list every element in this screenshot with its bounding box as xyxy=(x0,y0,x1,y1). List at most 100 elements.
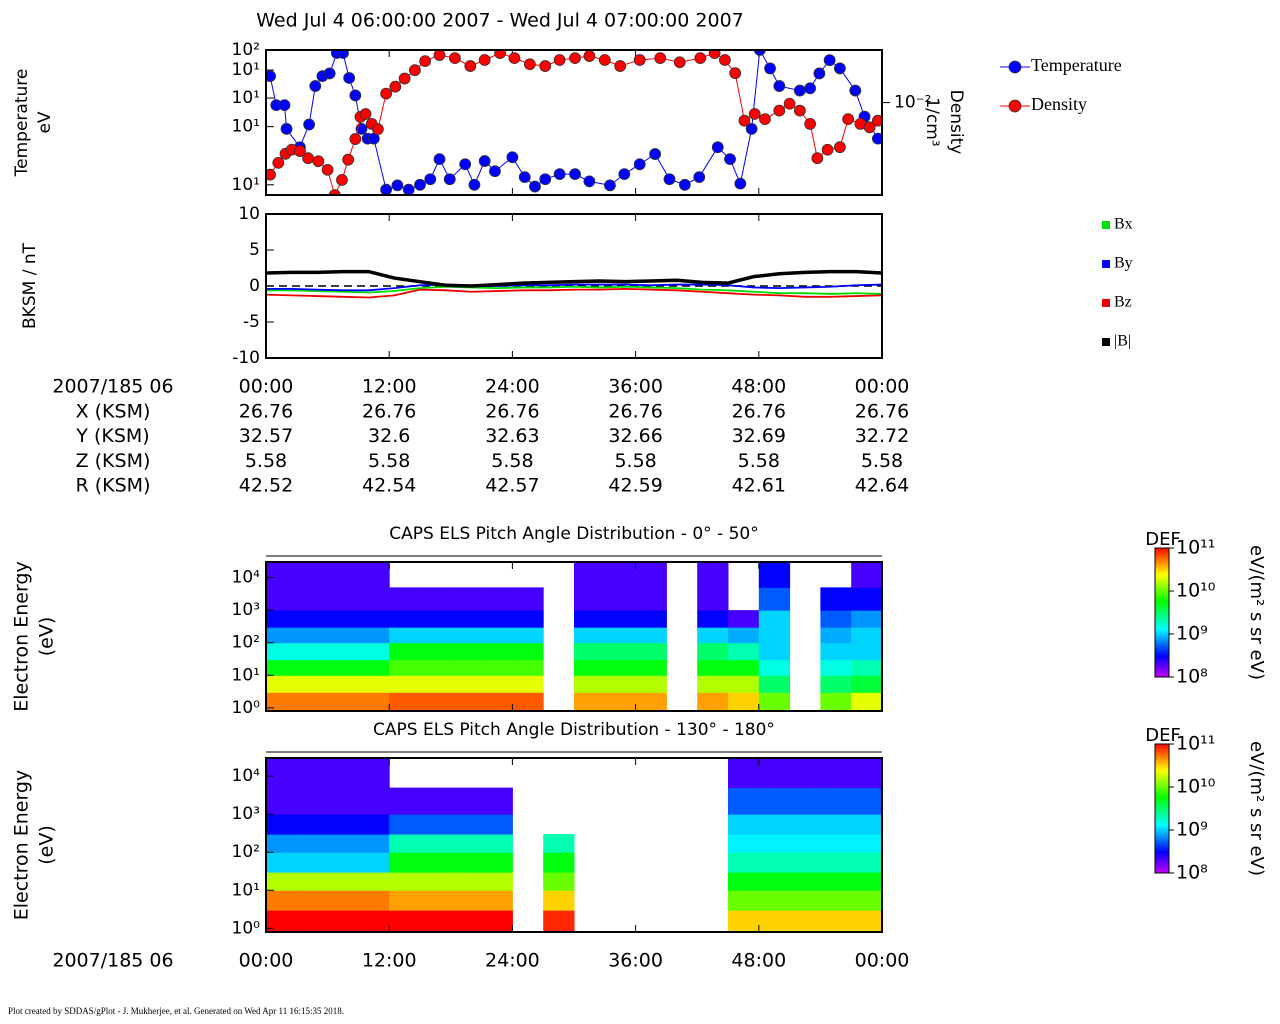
heat-cell xyxy=(728,852,760,873)
heat-cell xyxy=(358,692,390,712)
colorbar-step xyxy=(1155,821,1169,825)
colorbar-step xyxy=(1155,646,1169,650)
heat-cell xyxy=(420,587,452,611)
heat-cell xyxy=(481,852,513,873)
heat-cell xyxy=(358,872,390,891)
colorbar-step xyxy=(1155,862,1169,865)
data-point xyxy=(724,153,736,166)
y-tick-label: 10¹ xyxy=(232,60,260,80)
heat-cell xyxy=(851,587,883,611)
heat-cell xyxy=(450,787,483,815)
data-point xyxy=(266,168,277,181)
heat-cell xyxy=(481,910,513,933)
heat-cell xyxy=(420,852,452,873)
heat-cell xyxy=(543,872,575,891)
heat-cell xyxy=(358,627,390,644)
axis-label: 1/cm³ xyxy=(922,97,942,146)
heat-cell xyxy=(758,834,791,853)
data-point xyxy=(312,155,325,168)
heat-cell xyxy=(450,872,483,891)
y-tick-label: -10 xyxy=(232,348,260,368)
data-point xyxy=(506,151,519,164)
heat-cell xyxy=(420,890,452,911)
heat-cell xyxy=(296,814,329,835)
data-point xyxy=(693,171,706,184)
data-point xyxy=(745,122,758,135)
data-point xyxy=(811,152,824,165)
data-point xyxy=(278,99,291,112)
x-tick-label: 12:00 xyxy=(362,950,417,972)
heat-cell xyxy=(327,642,359,661)
heat-cell xyxy=(296,852,329,873)
data-point xyxy=(323,67,336,80)
colorbar-tick-label: 10⁹ xyxy=(1176,623,1208,645)
legend-swatch xyxy=(1102,221,1110,229)
heat-cell xyxy=(604,659,637,676)
heat-cell xyxy=(574,610,606,628)
data-point xyxy=(711,141,724,154)
colorbar-step xyxy=(1155,795,1169,799)
colorbar-step xyxy=(1155,610,1169,613)
ephemeris-value: 32.57 xyxy=(239,425,293,447)
data-point xyxy=(328,189,341,195)
y-tick-label: 10⁴ xyxy=(232,766,261,786)
colorbar-step xyxy=(1155,666,1169,669)
data-point xyxy=(748,108,761,120)
data-point xyxy=(842,113,855,126)
data-point xyxy=(349,89,362,102)
colorbar-step xyxy=(1155,756,1169,760)
heat-cell xyxy=(389,692,421,712)
colorbar-step xyxy=(1155,631,1169,635)
heat-cell xyxy=(327,787,359,815)
heat-cell xyxy=(389,814,421,835)
data-point xyxy=(633,54,646,66)
colorbar-step xyxy=(1155,563,1169,566)
colorbar-step xyxy=(1155,558,1169,562)
colorbar-step xyxy=(1155,573,1169,577)
heat-cell xyxy=(481,872,513,891)
data-point xyxy=(266,70,277,83)
plot-title: Wed Jul 4 06:00:00 2007 - Wed Jul 4 07:0… xyxy=(256,10,744,32)
data-point xyxy=(433,153,446,166)
heat-cell xyxy=(327,910,359,933)
data-point xyxy=(459,158,472,171)
series-line xyxy=(266,269,882,288)
colorbar-step xyxy=(1155,784,1169,788)
heat-cell xyxy=(851,642,883,661)
data-point xyxy=(764,62,776,75)
heat-cell xyxy=(327,692,359,712)
heat-cell xyxy=(820,834,852,853)
heat-cell xyxy=(327,834,359,853)
colorbar-step xyxy=(1155,853,1169,857)
colorbar-step xyxy=(1155,802,1169,805)
heat-cell xyxy=(820,692,852,712)
heat-cell xyxy=(851,758,883,789)
heat-cell xyxy=(358,659,390,676)
heat-cell xyxy=(758,562,791,588)
heat-cell xyxy=(481,659,513,676)
ephemeris-value: 32.72 xyxy=(855,425,909,447)
heat-cell xyxy=(327,675,359,693)
axis-label: (eV) xyxy=(36,617,58,657)
heat-cell xyxy=(358,852,390,873)
colorbar-step xyxy=(1155,759,1169,762)
colorbar-step xyxy=(1155,752,1169,756)
ephemeris-value: 32.66 xyxy=(608,425,662,447)
heat-cell xyxy=(758,627,791,644)
colorbar-step xyxy=(1155,550,1169,553)
colorbar-step xyxy=(1155,771,1169,775)
data-point xyxy=(633,158,646,171)
heat-cell xyxy=(296,758,329,789)
colorbar-step xyxy=(1155,674,1169,678)
heat-cell xyxy=(481,814,513,835)
heat-cell xyxy=(635,587,667,611)
y-tick-label: 10³ xyxy=(232,804,260,824)
data-point xyxy=(834,141,846,154)
heat-cell xyxy=(820,610,852,628)
heat-cell xyxy=(635,627,667,644)
data-point xyxy=(336,174,348,186)
data-point xyxy=(793,84,806,97)
legend-label: By xyxy=(1114,255,1133,272)
data-point xyxy=(433,50,446,61)
data-point xyxy=(654,52,667,65)
